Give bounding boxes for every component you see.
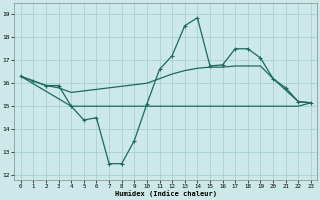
X-axis label: Humidex (Indice chaleur): Humidex (Indice chaleur): [115, 190, 217, 197]
